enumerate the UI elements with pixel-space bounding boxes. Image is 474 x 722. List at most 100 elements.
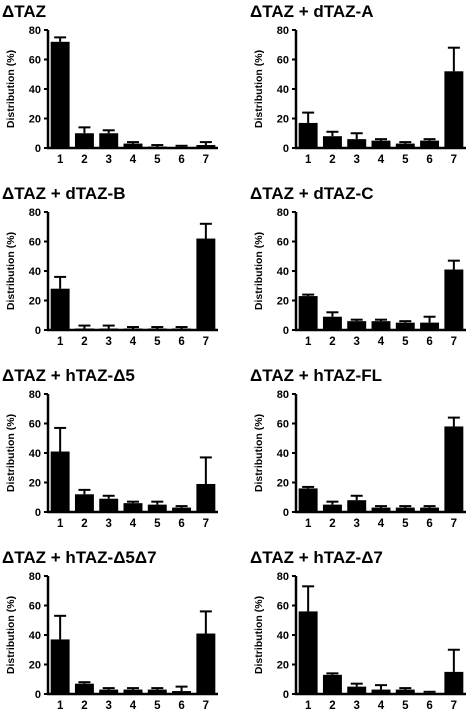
bar: [395, 689, 415, 694]
bar: [99, 498, 119, 512]
error-bar: [423, 505, 436, 508]
chart-panel: ΔTAZ + hTAZ-FL Distribution (%) 0 20 40 60 80 1…: [250, 366, 466, 530]
y-tick-label: 40: [277, 630, 289, 642]
x-tick-label: 7: [203, 154, 209, 166]
bar: [147, 689, 167, 694]
bar: [395, 507, 415, 512]
y-tick-label: 40: [277, 84, 289, 96]
error-bar: [54, 614, 67, 640]
error-bar: [326, 500, 339, 505]
bar: [298, 296, 318, 330]
x-tick-label: 1: [305, 336, 312, 348]
x-tick-label: 7: [451, 154, 457, 166]
error-bar: [175, 685, 188, 692]
y-tick-label: 60: [29, 237, 41, 249]
bar: [196, 483, 216, 512]
y-tick-label: 20: [277, 114, 289, 126]
y-tick-label: 60: [277, 419, 289, 431]
error-bar: [302, 485, 315, 489]
y-tick-label: 40: [29, 630, 41, 642]
error-bar: [423, 138, 436, 141]
bar: [395, 322, 415, 330]
chart-title: ΔTAZ + dTAZ-C: [250, 184, 373, 203]
bar: [74, 494, 94, 512]
x-tick-label: 3: [354, 700, 360, 712]
y-axis-label: Distribution (%): [253, 50, 265, 128]
error-bar: [375, 318, 387, 322]
error-bar: [375, 505, 387, 508]
x-tick-label: 6: [426, 154, 432, 166]
y-tick-label: 40: [277, 266, 289, 278]
error-bar: [399, 141, 412, 144]
error-bar: [151, 687, 164, 690]
y-tick-label: 40: [29, 266, 41, 278]
y-tick-label: 20: [277, 296, 289, 308]
error-bar: [151, 500, 164, 505]
bar: [322, 504, 342, 512]
bar: [347, 321, 367, 330]
error-bar: [399, 320, 412, 323]
bar: [322, 674, 342, 694]
error-bar: [151, 144, 164, 147]
y-tick-label: 0: [283, 143, 289, 155]
bar: [74, 133, 94, 148]
bar: [123, 143, 143, 148]
error-bar: [447, 259, 460, 270]
x-tick-label: 7: [203, 700, 209, 712]
x-tick-label: 5: [154, 700, 161, 712]
y-tick-label: 80: [277, 389, 289, 401]
y-tick-label: 20: [29, 478, 41, 490]
bar: [50, 639, 70, 694]
y-tick-label: 20: [277, 478, 289, 490]
error-bar: [102, 687, 115, 690]
bar: [444, 671, 464, 694]
x-tick-label: 6: [426, 518, 432, 530]
x-tick-label: 2: [329, 154, 335, 166]
error-bar: [102, 129, 115, 134]
y-tick-label: 60: [29, 601, 41, 613]
x-tick-label: 7: [451, 336, 457, 348]
chart-panel: ΔTAZ + dTAZ-A Distribution (%) 0 20 40 60 80 1 2…: [250, 2, 466, 166]
chart-title: ΔTAZ: [2, 2, 46, 21]
y-tick-label: 0: [283, 689, 289, 701]
x-tick-label: 4: [378, 518, 385, 530]
y-tick-label: 20: [29, 114, 41, 126]
error-bar: [447, 46, 460, 72]
error-bar: [423, 315, 436, 323]
y-tick-label: 80: [277, 25, 289, 37]
y-tick-label: 40: [29, 448, 41, 460]
x-tick-label: 7: [451, 700, 457, 712]
y-tick-label: 80: [29, 571, 41, 583]
bar: [50, 41, 70, 148]
bar: [99, 689, 119, 694]
bar: [196, 238, 216, 330]
y-tick-label: 80: [277, 207, 289, 219]
chart-panel: ΔTAZ Distribution (%) 0 20 40 60 80 1 2 3 4 5 6 7: [2, 2, 218, 166]
y-tick-label: 20: [277, 660, 289, 672]
x-tick-label: 7: [203, 518, 209, 530]
error-bar: [151, 326, 164, 329]
x-tick-label: 6: [178, 154, 184, 166]
bar: [322, 316, 342, 330]
error-bar: [78, 488, 91, 495]
bar: [444, 426, 464, 512]
bar: [196, 633, 216, 694]
error-bar: [375, 684, 387, 690]
x-tick-label: 3: [354, 518, 360, 530]
y-tick-label: 80: [277, 571, 289, 583]
x-tick-label: 1: [57, 700, 64, 712]
x-tick-label: 7: [203, 336, 209, 348]
x-tick-label: 2: [81, 518, 87, 530]
bar: [395, 143, 415, 148]
x-tick-label: 2: [81, 336, 87, 348]
x-tick-label: 3: [106, 518, 112, 530]
bar: [371, 689, 391, 694]
x-tick-label: 2: [81, 700, 87, 712]
error-bar: [326, 672, 339, 675]
y-tick-label: 0: [35, 325, 41, 337]
bar: [322, 136, 342, 148]
y-tick-label: 80: [29, 389, 41, 401]
y-tick-label: 20: [29, 296, 41, 308]
error-bar: [78, 681, 91, 684]
error-bar: [199, 141, 212, 146]
